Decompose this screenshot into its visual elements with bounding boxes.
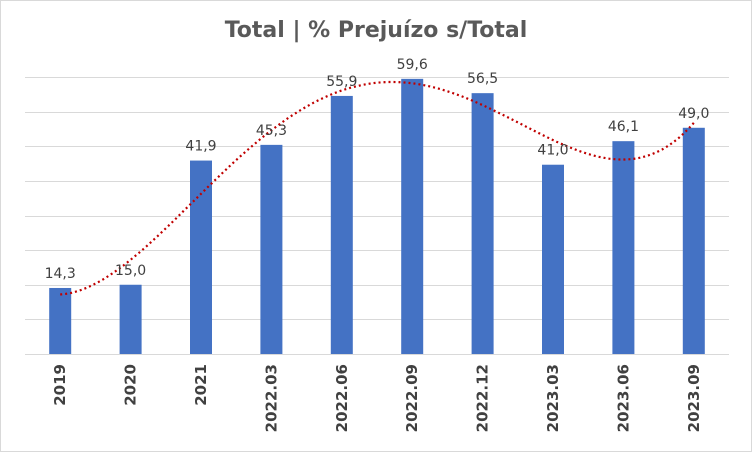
bar <box>119 284 142 354</box>
bars <box>49 78 705 355</box>
bar <box>260 144 283 354</box>
bar <box>471 93 494 355</box>
data-label: 41,9 <box>185 139 216 155</box>
x-axis-tick-labels: 2019 2020 2021 2022.03 2022.06 2022.09 2022.12… <box>51 364 703 432</box>
data-label: 15,0 <box>115 263 146 279</box>
x-tick-label: 2023.09 <box>685 364 703 432</box>
x-tick-label: 2022.06 <box>333 364 351 432</box>
bar <box>612 141 635 354</box>
trendline <box>60 80 695 296</box>
data-label: 14,3 <box>45 266 76 282</box>
x-tick-label: 2023.03 <box>544 364 562 432</box>
bar <box>542 164 564 354</box>
x-tick-label: 2022.12 <box>474 364 492 432</box>
data-label: 41,0 <box>537 143 568 159</box>
x-tick-label: 2023.06 <box>614 364 632 432</box>
x-tick-label: 2022.03 <box>262 364 280 432</box>
data-label: 59,6 <box>397 57 428 73</box>
chart-title: Total | % Prejuízo s/Total <box>224 18 528 43</box>
bar <box>49 287 72 354</box>
data-labels: 14,3 15,0 41,9 45,3 55,9 59,6 56,5 41,0 46,1 49,0 <box>45 57 710 282</box>
x-tick-label: 2019 <box>51 364 69 406</box>
x-tick-label: 2021 <box>192 364 210 406</box>
data-label: 45,3 <box>256 123 287 139</box>
bar <box>330 95 353 354</box>
data-label: 55,9 <box>326 74 357 90</box>
bar <box>682 127 705 355</box>
gridlines <box>25 77 729 355</box>
bar <box>401 78 424 354</box>
bar <box>190 160 212 354</box>
data-label: 46,1 <box>608 119 639 135</box>
x-tick-label: 2020 <box>122 364 140 406</box>
data-label: 56,5 <box>467 71 498 87</box>
x-tick-label: 2022.09 <box>403 364 421 432</box>
data-label: 49,0 <box>678 106 709 122</box>
